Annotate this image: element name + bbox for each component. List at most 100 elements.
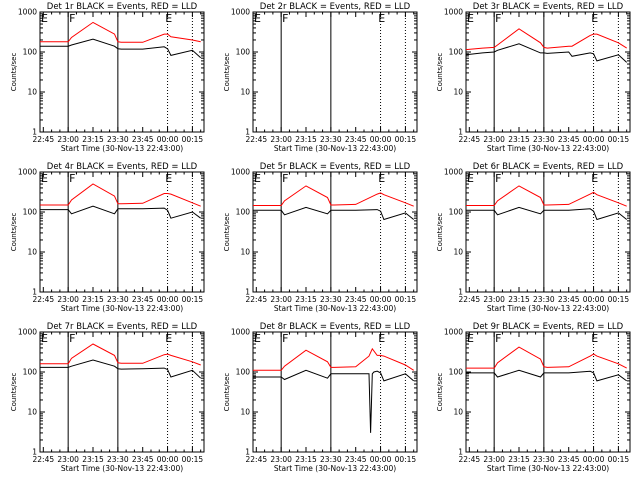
y-tick-label: 1: [32, 448, 37, 457]
x-tick-label: 23:30: [533, 295, 555, 304]
y-tick-label: 1: [245, 448, 250, 457]
x-tick-label: 00:15: [608, 295, 630, 304]
x-tick-label: 23:45: [345, 295, 367, 304]
flag-e: E: [254, 332, 261, 345]
flag-e: E: [378, 12, 385, 25]
y-tick-label: 100: [449, 368, 464, 377]
x-tick-label: 00:00: [370, 135, 392, 144]
x-tick-label: 23:30: [107, 455, 129, 464]
y-tick-label: 100: [23, 368, 38, 377]
y-tick-label: 10: [27, 408, 37, 417]
y-tick-label: 1: [245, 288, 250, 297]
flag-e: E: [165, 172, 172, 185]
y-tick-label: 1000: [18, 8, 37, 17]
x-tick-label: 23:15: [508, 135, 530, 144]
panel-det-8: Det 8r BLACK = Events, RED = LLD 1 10 100 10…: [223, 322, 418, 473]
y-tick-label: 1: [458, 288, 463, 297]
flag-e: E: [165, 12, 172, 25]
x-tick-label: 23:30: [320, 295, 342, 304]
lld-series-line: [466, 185, 627, 207]
y-axis-label: Counts/sec: [223, 213, 231, 252]
x-tick-label: 23:00: [57, 455, 79, 464]
lld-series-line: [40, 343, 201, 366]
events-series-line: [465, 43, 628, 63]
panel-title: Det 1r BLACK = Events, RED = LLD: [47, 2, 198, 12]
x-axis-label: Start Time (30-Nov-13 22:43:00): [274, 144, 396, 153]
x-tick-label: 23:00: [483, 455, 505, 464]
flag-f: F: [495, 172, 501, 185]
plot-frame: [39, 11, 205, 133]
x-tick-label: 23:45: [132, 455, 154, 464]
events-series-line: [40, 205, 201, 219]
lld-series-line: [466, 346, 627, 369]
x-axis-label: Start Time (30-Nov-13 22:43:00): [274, 304, 396, 313]
lld-series-line: [253, 185, 414, 207]
panel-det-4: Det 4r BLACK = Events, RED = LLD 1 10 100 10…: [10, 162, 205, 313]
flag-e: E: [591, 332, 598, 345]
x-tick-label: 23:30: [533, 135, 555, 144]
plot-frame: [252, 171, 418, 293]
lld-series-line: [40, 183, 201, 207]
y-tick-label: 1000: [18, 328, 37, 337]
x-tick-label: 23:30: [533, 455, 555, 464]
x-tick-label: 23:00: [57, 135, 79, 144]
events-series-line: [40, 38, 202, 59]
plot-frame: [252, 11, 418, 133]
plot-frame: [39, 331, 205, 453]
events-series-line: [466, 369, 627, 382]
x-tick-label: 23:00: [270, 295, 292, 304]
flag-f: F: [495, 332, 501, 345]
plot-frame: [39, 171, 205, 293]
y-tick-label: 10: [453, 408, 463, 417]
flag-f: F: [69, 332, 75, 345]
flag-e: E: [591, 172, 598, 185]
x-tick-label: 23:15: [295, 455, 317, 464]
y-tick-label: 1: [32, 128, 37, 137]
panel-title: Det 2r BLACK = Events, RED = LLD: [260, 2, 411, 12]
x-axis-label: Start Time (30-Nov-13 22:43:00): [61, 464, 183, 473]
events-series-line: [253, 206, 415, 221]
x-tick-label: 23:15: [82, 135, 104, 144]
plot-frame: [465, 11, 631, 133]
x-tick-label: 22:45: [33, 295, 55, 304]
x-tick-label: 22:45: [459, 455, 481, 464]
x-tick-label: 00:15: [182, 455, 204, 464]
y-tick-label: 1000: [444, 8, 463, 17]
y-tick-label: 1000: [231, 328, 250, 337]
x-axis-label: Start Time (30-Nov-13 22:43:00): [487, 464, 609, 473]
panel-det-2: Det 2r BLACK = Events, RED = LLD 1 10 100 10…: [223, 2, 418, 153]
y-tick-label: 1: [458, 448, 463, 457]
x-tick-label: 00:15: [182, 295, 204, 304]
y-axis-label: Counts/sec: [10, 53, 18, 92]
x-tick-label: 23:00: [483, 295, 505, 304]
y-tick-label: 1: [458, 128, 463, 137]
x-tick-label: 00:15: [395, 135, 417, 144]
x-tick-label: 00:15: [395, 455, 417, 464]
x-tick-label: 00:00: [583, 295, 605, 304]
x-tick-label: 23:45: [132, 135, 154, 144]
lld-series-line: [465, 28, 627, 51]
x-tick-label: 00:00: [157, 135, 179, 144]
y-tick-label: 100: [23, 208, 38, 217]
x-tick-label: 00:00: [157, 455, 179, 464]
x-tick-label: 00:00: [583, 455, 605, 464]
flag-e: E: [254, 12, 261, 25]
x-tick-label: 23:00: [270, 455, 292, 464]
y-tick-label: 1000: [444, 328, 463, 337]
y-axis-label: Counts/sec: [10, 373, 18, 412]
flag-e: E: [254, 172, 261, 185]
y-tick-label: 1000: [18, 168, 37, 177]
x-tick-label: 23:45: [132, 295, 154, 304]
x-tick-label: 23:30: [320, 455, 342, 464]
y-tick-label: 1000: [231, 8, 250, 17]
x-tick-label: 22:45: [246, 295, 268, 304]
y-tick-label: 1000: [444, 168, 463, 177]
x-tick-label: 00:00: [157, 295, 179, 304]
x-tick-label: 23:30: [107, 295, 129, 304]
x-tick-label: 23:45: [558, 135, 580, 144]
x-tick-label: 00:15: [182, 135, 204, 144]
y-tick-label: 1: [32, 288, 37, 297]
x-axis-label: Start Time (30-Nov-13 22:43:00): [61, 144, 183, 153]
lld-series-line: [40, 21, 201, 43]
x-tick-label: 22:45: [33, 455, 55, 464]
